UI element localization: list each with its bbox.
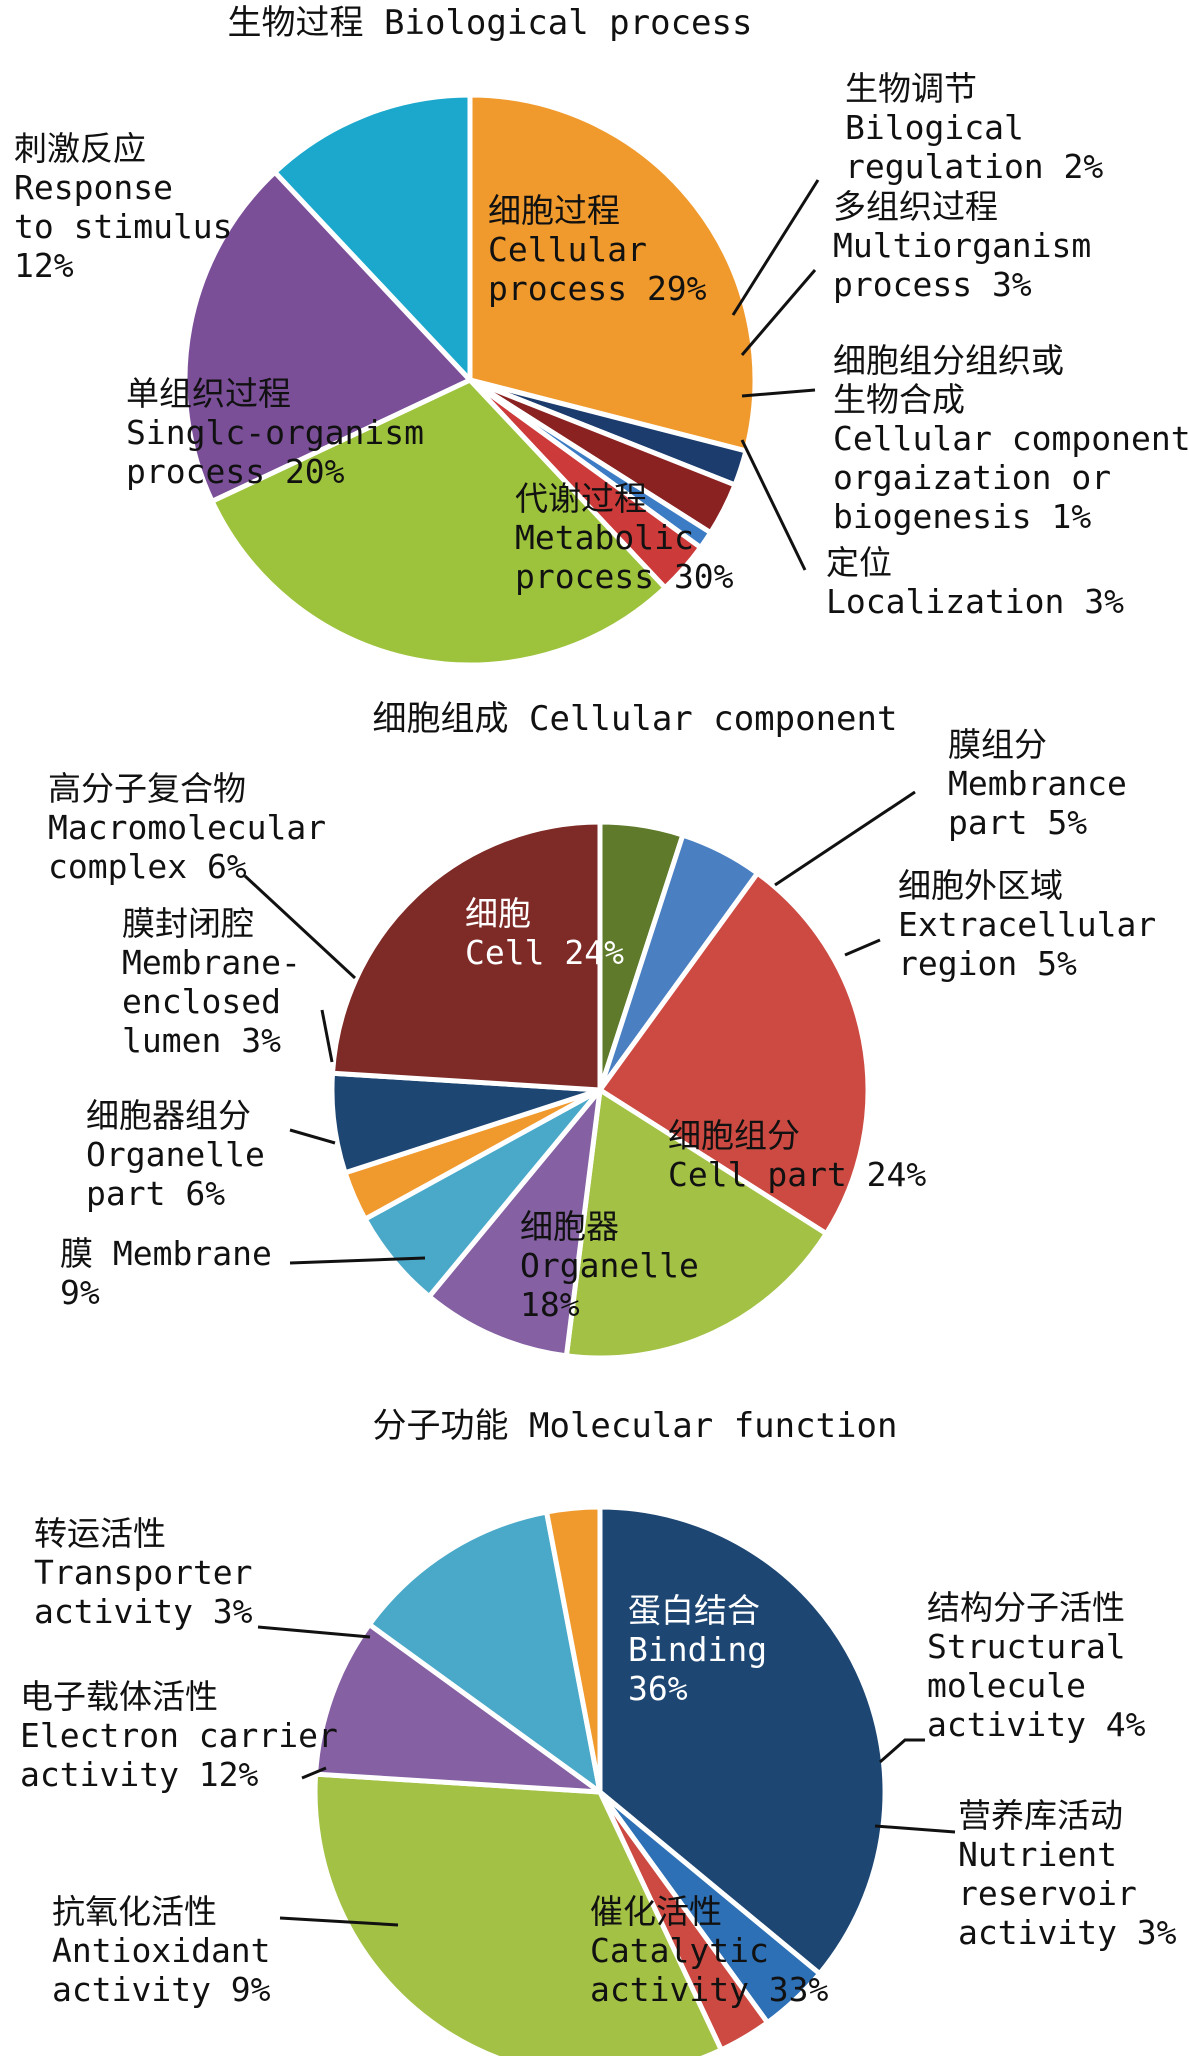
slice-label: 抗氧化活性 Antioxidant activity 9% bbox=[52, 1892, 271, 2009]
pie-slice bbox=[313, 1622, 603, 1795]
leader-line bbox=[279, 1916, 399, 1927]
pie-slice bbox=[272, 92, 473, 383]
slice-label: 生物调节 Bilogical regulation 2% bbox=[845, 69, 1103, 186]
slice-label: 细胞外区域 Extracellular region 5% bbox=[898, 866, 1156, 983]
pie-slice bbox=[544, 1504, 603, 1795]
slice-label: 细胞器组分 Organelle part 6% bbox=[86, 1096, 265, 1213]
slice-label: 高分子复合物 Macromolecular complex 6% bbox=[48, 769, 326, 886]
slice-label: 刺激反应 Response to stimulus 12% bbox=[14, 129, 233, 285]
slice-label: 转运活性 Transporter activity 3% bbox=[34, 1514, 253, 1631]
slice-label: 细胞 Cell 24% bbox=[465, 894, 624, 972]
leader-line bbox=[243, 874, 357, 980]
leader-line bbox=[874, 1824, 956, 1834]
slice-label: 膜 Membrane 9% bbox=[60, 1234, 272, 1312]
chart-title: 生物过程 Biological process bbox=[228, 3, 753, 43]
slice-label: 代谢过程 Metabolic process 30% bbox=[515, 479, 734, 596]
slice-label: 多组织过程 Multiorganism process 3% bbox=[833, 187, 1091, 304]
slice-label: 电子载体活性 Electron carrier activity 12% bbox=[20, 1677, 338, 1794]
leader-line bbox=[741, 388, 816, 398]
slice-label: 结构分子活性 Structural molecule activity 4% bbox=[927, 1588, 1146, 1744]
pie-slice bbox=[330, 819, 603, 1093]
slice-label: 膜封闭腔 Membrane-enclosed lumen 3% bbox=[122, 904, 301, 1060]
leader-line bbox=[257, 1625, 371, 1639]
pie-slice bbox=[182, 169, 473, 504]
pie-slice bbox=[597, 870, 871, 1237]
leader-line bbox=[289, 1256, 426, 1265]
chart-title: 细胞组成 Cellular component bbox=[373, 699, 898, 739]
pie-slice bbox=[209, 377, 668, 668]
pie-slice bbox=[467, 92, 758, 454]
slice-label: 蛋白结合 Binding 36% bbox=[628, 1591, 767, 1708]
leader-line bbox=[774, 790, 916, 887]
slice-label: 细胞组分 Cell part 24% bbox=[668, 1116, 926, 1194]
slice-label: 膜组分 Membrance part 5% bbox=[948, 725, 1127, 842]
leader-line bbox=[731, 179, 820, 316]
pie-slice bbox=[563, 1087, 829, 1361]
pie-slice bbox=[597, 1504, 888, 1977]
chart-title: 分子功能 Molecular function bbox=[373, 1406, 898, 1446]
leader-line bbox=[289, 1128, 336, 1145]
slice-label: 细胞组分组织或生物合成 Cellular component orgaization… bbox=[833, 341, 1189, 536]
slice-label: 细胞过程 Cellular process 29% bbox=[488, 191, 707, 308]
leader-line bbox=[320, 1009, 334, 1063]
leader-line bbox=[301, 1766, 327, 1780]
leader-line bbox=[879, 1738, 925, 1764]
slice-label: 催化活性 Catalytic activity 33% bbox=[590, 1892, 829, 2009]
leader-line bbox=[740, 269, 817, 356]
leader-line bbox=[844, 938, 881, 957]
pie-chart-3: 分子功能 Molecular function 蛋白结合 Binding 36% 结构分… bbox=[20, 1406, 1177, 2056]
slice-label: 定位 Localization 3% bbox=[826, 543, 1124, 621]
pie-chart-2: 细胞组成 Cellular component 膜组分 Membrance part … bbox=[48, 699, 1156, 1361]
leader-line bbox=[740, 439, 807, 571]
pie-slice bbox=[426, 1087, 603, 1359]
pie-chart-1: 生物过程 Biological process 细胞过程 Cellular proce… bbox=[14, 3, 1189, 668]
slice-label: 细胞器 Organelle 18% bbox=[520, 1207, 699, 1324]
pie-slice bbox=[366, 1509, 603, 1795]
pie-slice bbox=[312, 1771, 724, 2056]
slice-label: 营养库活动 Nutrient reservoir activity 3% bbox=[958, 1796, 1177, 1952]
slice-label: 单组织过程 Singlc-organism process 20% bbox=[126, 374, 424, 491]
